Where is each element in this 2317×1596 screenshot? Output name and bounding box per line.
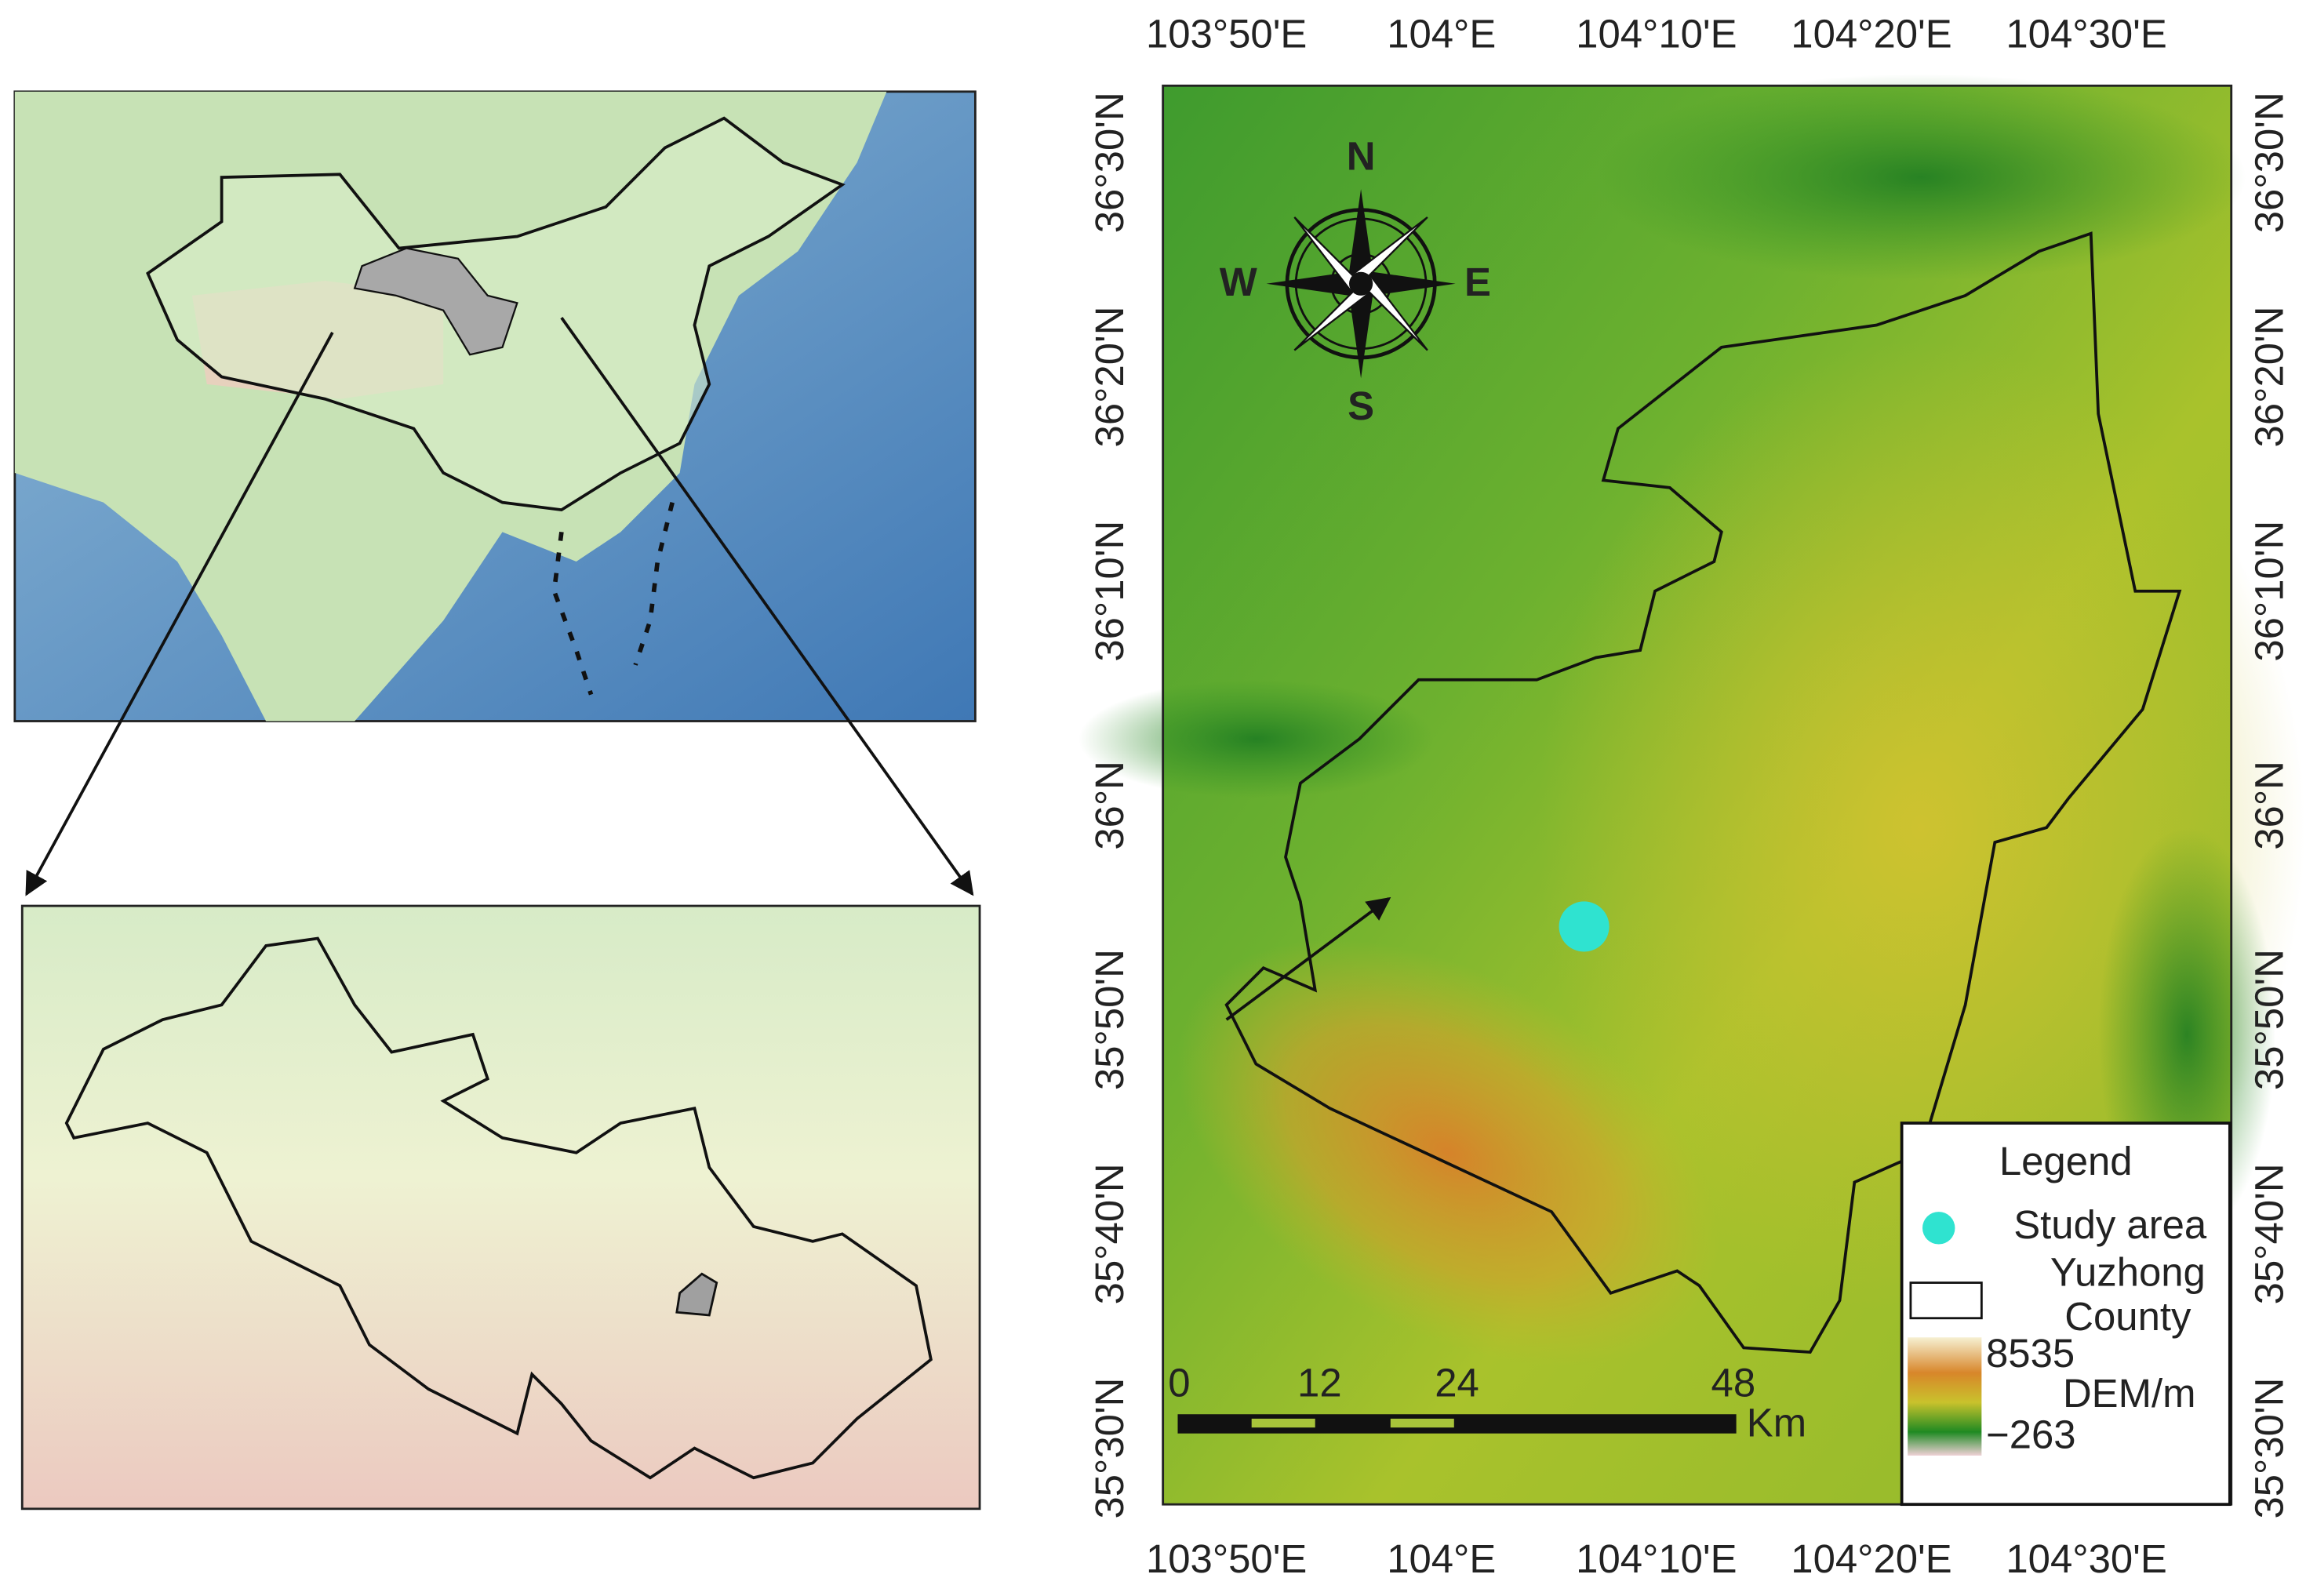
latitude-label: 35°30'N (2247, 1378, 2292, 1519)
latitude-label: 36°N (1087, 761, 1132, 850)
scale-label: 24 (1435, 1361, 1479, 1405)
longitude-label: 104°E (1387, 11, 1496, 56)
scale-label: 0 (1168, 1361, 1190, 1405)
map-shape (1390, 1418, 1454, 1428)
boundary-dashes (551, 501, 675, 696)
latitude-label: 36°20'N (1087, 307, 1132, 448)
compass-south: S (1348, 384, 1374, 428)
yuzhong-highlight (675, 1272, 718, 1317)
dem-shade (1078, 679, 1434, 798)
compass-north: N (1347, 134, 1376, 179)
longitude-label: 104°20'E (1791, 11, 1951, 56)
longitude-label: 104°20'E (1791, 1536, 1951, 1581)
latitude-label: 36°N (2247, 761, 2292, 850)
latitude-label: 36°20'N (2247, 307, 2292, 448)
longitude-label: 104°10'E (1576, 1536, 1737, 1581)
legend-boundary-label: County (2064, 1294, 2192, 1339)
latitude-label: 36°30'N (2247, 92, 2292, 233)
longitude-label: 104°30'E (2006, 11, 2166, 56)
map-shape (1251, 1418, 1315, 1428)
scale-unit: Km (1747, 1400, 1806, 1445)
county-outline (1224, 231, 2182, 1354)
longitude-label: 104°E (1387, 1536, 1496, 1581)
study-area-marker (1559, 901, 1610, 952)
overview-map (13, 90, 977, 722)
legend-dem-max: 8535 (1986, 1331, 2075, 1376)
legend-boundary-label: Yuzhong (2050, 1249, 2206, 1294)
legend-study-label: Study area (2013, 1202, 2207, 1247)
latitude-label: 35°50'N (2247, 949, 2292, 1090)
graticule-labels: 103°50'E 103°50'E 104°E 104°E 104°10'E 104°10… (1087, 11, 2292, 1581)
latitude-label: 35°50'N (1087, 949, 1132, 1090)
arrow (25, 332, 334, 896)
latitude-label: 35°30'N (1087, 1378, 1132, 1519)
longitude-label: 104°30'E (2006, 1536, 2166, 1581)
arrow (560, 317, 974, 896)
compass-west: W (1220, 260, 1257, 304)
gansu-highlight (353, 247, 518, 356)
map-frame (20, 904, 981, 1511)
arrow (1225, 896, 1391, 1021)
legend-study-marker (1922, 1212, 1955, 1245)
dem-map: N S E W 0 12 24 48 Km Legend Study area … (1078, 74, 2305, 1507)
legend-dem-min: −263 (1986, 1412, 2076, 1457)
legend-boundary-swatch (1909, 1282, 1983, 1320)
longitude-label: 104°10'E (1576, 11, 1737, 56)
legend: Legend Study area Yuzhong County 8535 DE… (1900, 1122, 2232, 1507)
scale-label: 12 (1297, 1361, 1342, 1405)
scale-bar: 0 12 24 48 Km (1168, 1361, 1806, 1445)
map-shape (1349, 271, 1373, 296)
province-map (20, 904, 981, 1511)
latitude-label: 36°10'N (1087, 521, 1132, 662)
dem-shade (1177, 939, 1719, 1366)
latitude-label: 35°40'N (1087, 1163, 1132, 1304)
scale-label: 48 (1711, 1361, 1756, 1405)
longitude-label: 103°50'E (1146, 1536, 1307, 1581)
longitude-label: 103°50'E (1146, 11, 1307, 56)
map-frame (1162, 84, 2233, 1506)
compass: N S E W (1220, 134, 1491, 428)
legend-dem-ramp (1908, 1337, 1982, 1456)
dem-shade (1595, 74, 2246, 282)
latitude-label: 36°30'N (1087, 92, 1132, 233)
gansu-outline (64, 936, 933, 1480)
latitude-label: 36°10'N (2247, 521, 2292, 662)
legend-title: Legend (1999, 1139, 2133, 1183)
compass-east: E (1464, 260, 1491, 304)
legend-dem-label: DEM/m (2063, 1371, 2196, 1416)
latitude-label: 35°40'N (2247, 1163, 2292, 1304)
